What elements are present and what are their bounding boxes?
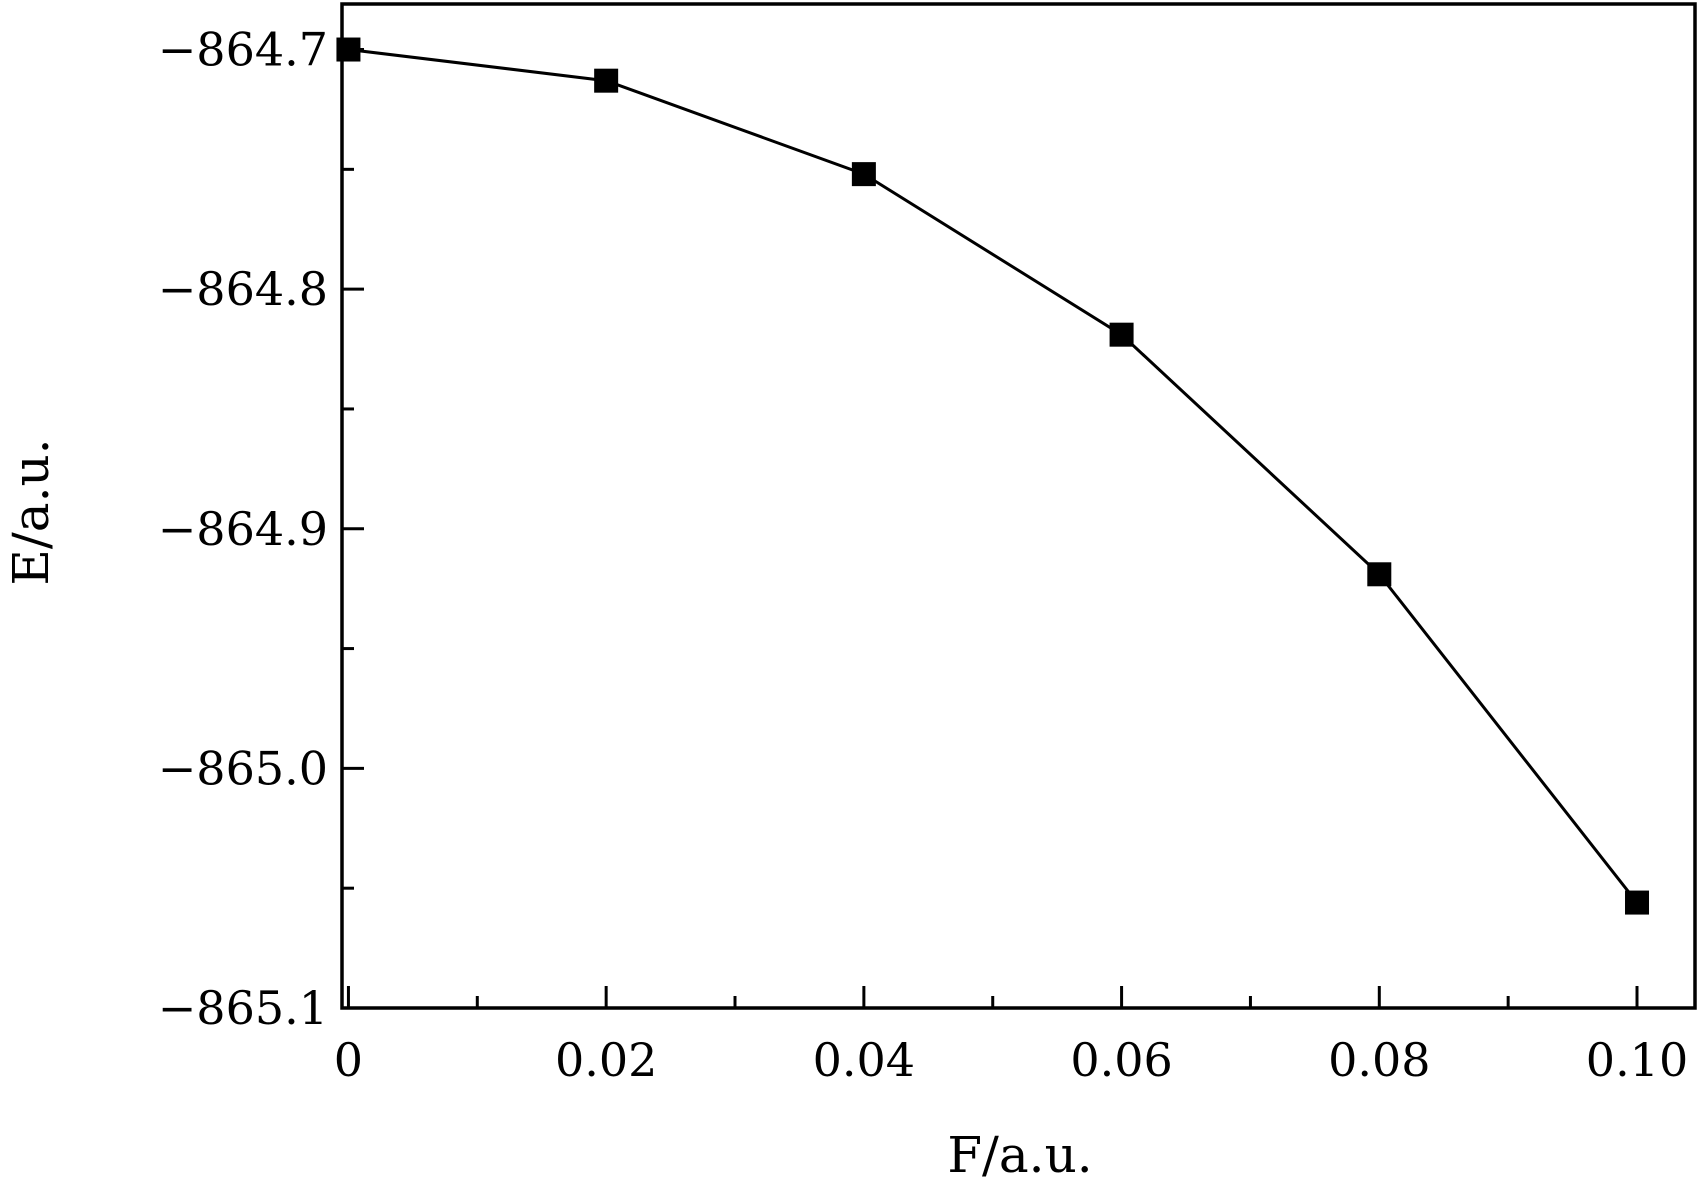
series-line <box>348 48 1639 904</box>
data-point-marker <box>336 37 361 62</box>
y-tick-label: −864.7 <box>158 23 328 77</box>
data-point-marker <box>594 68 619 93</box>
plot-frame <box>340 2 1697 1010</box>
x-tick-label: 0.02 <box>555 1033 657 1087</box>
tick-labels: 0 0.02 0.04 0.06 0.08 0.10 −864.7 −864.8 −864.9 −… <box>158 23 1688 1087</box>
x-axis-label: F/a.u. <box>947 1126 1092 1184</box>
x-tick-label: 0.04 <box>813 1033 915 1087</box>
axis-ticks <box>342 48 1639 1010</box>
x-tick-label: 0 <box>334 1033 363 1087</box>
y-axis-label: E/a.u. <box>2 438 60 585</box>
y-tick-label: −865.1 <box>158 981 328 1035</box>
plot-frame-rect <box>340 2 1697 1010</box>
x-tick-label: 0.10 <box>1586 1033 1688 1087</box>
data-point-marker <box>1367 562 1392 587</box>
data-point-marker <box>1109 322 1134 347</box>
y-tick-label: −864.8 <box>158 262 328 316</box>
x-tick-label: 0.08 <box>1328 1033 1430 1087</box>
data-point-marker <box>1625 890 1650 915</box>
y-tick-label: −865.0 <box>158 741 328 795</box>
x-tick-label: 0.06 <box>1070 1033 1172 1087</box>
y-tick-label: −864.9 <box>158 502 328 556</box>
series-layer <box>336 37 1650 915</box>
axis-labels: F/a.u. E/a.u. <box>2 438 1093 1184</box>
data-point-marker <box>851 162 876 187</box>
